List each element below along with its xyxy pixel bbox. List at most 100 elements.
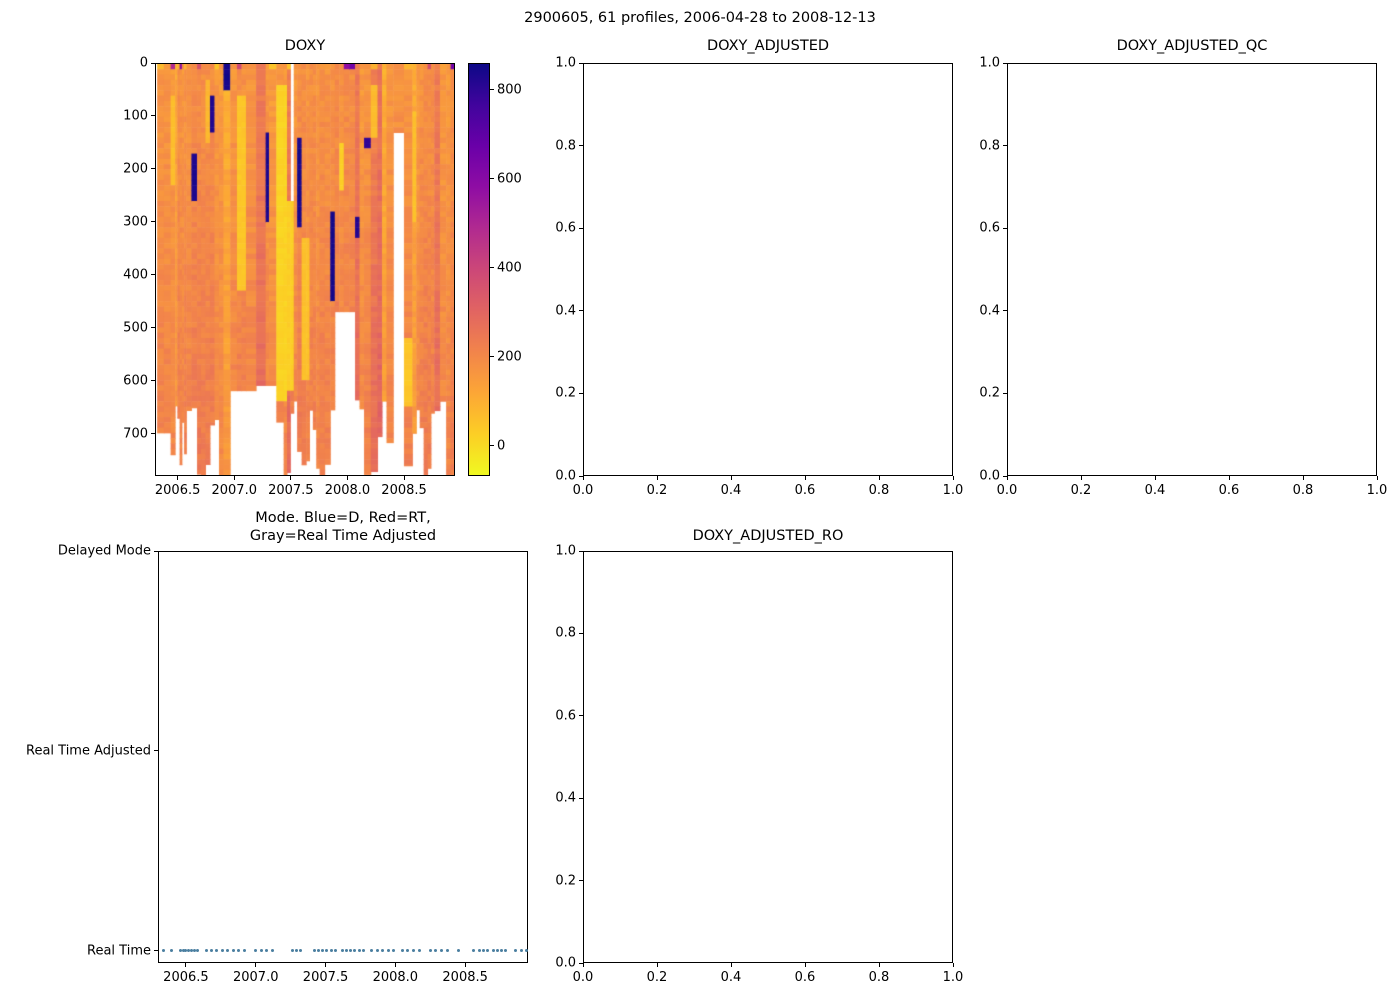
y-tick-label: 0.0: [979, 468, 1000, 484]
mode-scatter-dot: [162, 949, 166, 952]
doxy-adjusted-qc-plot-area: [1007, 63, 1377, 476]
x-tick-mark: [804, 476, 806, 480]
y-tick-label: 0.2: [979, 385, 1000, 401]
x-tick-mark: [804, 963, 806, 967]
doxy-title: DOXY: [284, 38, 326, 54]
y-tick-label: 0.6: [555, 708, 576, 724]
y-tick-label: Delayed Mode: [57, 543, 151, 559]
figure-suptitle: 2900605, 61 profiles, 2006-04-28 to 2008…: [524, 10, 876, 26]
x-tick-label: 0.2: [646, 483, 668, 498]
y-tick-label: 1.0: [979, 55, 1000, 71]
colorbar-tick-mark: [490, 89, 494, 91]
y-tick-label: 0.4: [979, 303, 1000, 319]
x-tick-label: 2006.5: [163, 970, 209, 985]
mode-scatter-dot: [349, 949, 353, 952]
y-tick-label: 200: [123, 161, 148, 177]
y-tick-mark: [579, 632, 583, 634]
x-tick-label: 1.0: [942, 970, 964, 985]
x-tick-label: 0.8: [1292, 483, 1314, 498]
x-tick-label: 2008.0: [324, 483, 371, 498]
y-tick-mark: [1003, 227, 1007, 229]
x-tick-label: 0.2: [646, 970, 668, 985]
y-tick-label: Real Time Adjusted: [26, 743, 151, 759]
x-tick-mark: [1006, 476, 1008, 480]
y-tick-mark: [151, 221, 155, 223]
colorbar-tick-label: 400: [497, 260, 522, 276]
mode-scatter-dot: [513, 949, 517, 952]
y-tick-label: 0.8: [979, 138, 1000, 154]
y-tick-label: 0.4: [555, 790, 576, 806]
x-tick-label: 0.6: [1218, 483, 1240, 498]
x-tick-mark: [233, 476, 235, 480]
x-tick-mark: [730, 476, 732, 480]
mode-scatter-dot: [215, 949, 219, 952]
x-tick-label: 0.2: [1070, 483, 1092, 498]
x-tick-mark: [878, 476, 880, 480]
doxy-plot-area: [155, 63, 455, 476]
mode-scatter-dot: [254, 949, 258, 952]
x-tick-mark: [1376, 476, 1378, 480]
y-tick-label: 0.2: [555, 385, 576, 401]
mode-scatter-dot: [190, 949, 193, 952]
colorbar-tick-label: 800: [497, 82, 522, 98]
mode-scatter-dot: [178, 949, 182, 952]
doxy-adjusted-ro-plot-area: [583, 551, 953, 963]
y-tick-mark: [579, 145, 583, 147]
mode-scatter-dot: [170, 949, 174, 952]
mode-scatter-dot: [428, 949, 432, 952]
mode-scatter-dot: [181, 949, 185, 952]
y-tick-mark: [579, 392, 583, 394]
x-tick-label: 0.6: [794, 970, 816, 985]
x-tick-mark: [185, 963, 187, 967]
mode-scatter-dot: [243, 949, 247, 952]
x-tick-label: 2007.5: [302, 970, 349, 985]
x-tick-label: 1.0: [1366, 483, 1388, 498]
mode-scatter-dot: [321, 949, 325, 952]
y-tick-label: 0.6: [979, 220, 1000, 236]
mode-scatter-dot: [298, 949, 302, 952]
y-tick-label: 1.0: [555, 543, 576, 559]
y-tick-label: Real Time: [87, 943, 151, 958]
x-tick-label: 0.0: [572, 483, 594, 498]
x-tick-mark: [325, 963, 327, 967]
mode-scatter-dot: [325, 949, 329, 952]
y-tick-mark: [151, 433, 155, 435]
x-tick-mark: [464, 963, 466, 967]
mode-scatter-dot: [370, 949, 374, 952]
x-tick-mark: [255, 963, 257, 967]
x-tick-label: 2007.0: [232, 970, 279, 985]
y-tick-mark: [579, 227, 583, 229]
mode-scatter-dot: [477, 949, 481, 952]
y-tick-label: 500: [123, 320, 148, 336]
mode-scatter-dot: [353, 949, 357, 952]
mode-scatter-dot: [317, 949, 321, 952]
mode-scatter-dot: [192, 949, 196, 952]
mode-scatter-dot: [312, 949, 316, 952]
x-tick-mark: [1302, 476, 1304, 480]
x-tick-mark: [582, 963, 584, 967]
x-tick-mark: [394, 963, 396, 967]
y-tick-mark: [154, 750, 158, 752]
x-tick-mark: [403, 476, 405, 480]
x-tick-label: 2007.0: [211, 483, 257, 498]
y-tick-label: 0.8: [555, 138, 576, 154]
mode-scatter-dot: [400, 949, 404, 952]
x-tick-mark: [952, 963, 954, 967]
y-tick-label: 1.0: [555, 55, 576, 71]
mode-scatter-dot: [439, 949, 443, 952]
mode-scatter-dot: [340, 949, 344, 952]
y-tick-mark: [151, 327, 155, 329]
mode-scatter-dot: [456, 949, 460, 952]
x-tick-label: 2008.5: [381, 483, 427, 498]
x-tick-label: 0.0: [996, 483, 1018, 498]
y-tick-mark: [1003, 62, 1007, 64]
x-tick-label: 0.8: [868, 970, 890, 985]
y-tick-label: 0.0: [555, 468, 576, 484]
colorbar-tick-mark: [490, 178, 494, 180]
y-tick-label: 0.4: [555, 303, 576, 319]
colorbar-tick-label: 0: [497, 438, 506, 454]
x-tick-label: 0.6: [794, 483, 816, 498]
mode-title: Mode. Blue=D, Red=RT, Gray=Real Time Adj…: [249, 510, 437, 544]
mode-scatter-dot: [495, 949, 499, 952]
y-tick-mark: [579, 880, 583, 882]
